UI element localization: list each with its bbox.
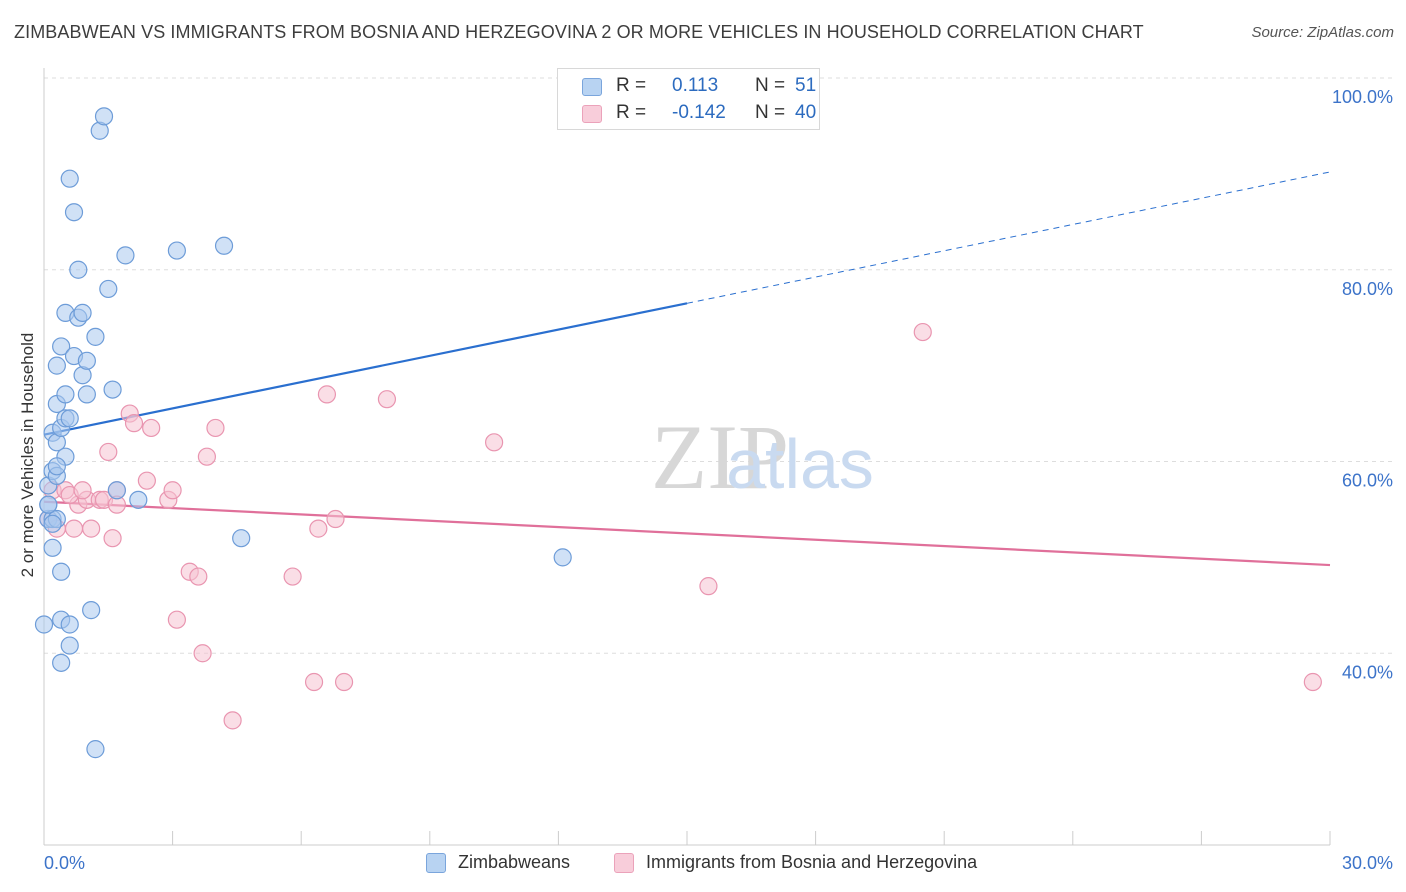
point-zimbabweans [52,653,71,672]
y-tick-label: 100.0% [1332,87,1393,107]
point-bosnia [167,610,186,629]
point-bosnia [377,390,397,409]
point-zimbabweans [60,615,79,634]
point-zimbabweans [129,490,148,509]
label-layer: 40.0% 60.0% 80.0% 100.0% 0.0% 30.0% [44,87,1393,873]
point-zimbabweans [73,303,92,322]
n-label: N = [755,75,786,96]
point-bosnia [913,322,932,342]
point-bosnia [699,577,718,596]
point-zimbabweans [82,601,101,620]
n-value: 40 [795,102,817,123]
n-label: N = [755,102,786,123]
n-value: 51 [795,75,817,96]
trend-layer [43,171,1331,567]
point-bosnia [163,481,182,500]
point-bosnia [1303,672,1322,692]
point-zimbabweans [553,548,572,567]
point-zimbabweans [52,562,71,581]
point-zimbabweans [77,351,96,370]
r-value: -0.142 [672,102,726,123]
axis-layer [43,68,1331,846]
y-tick-label: 60.0% [1342,471,1393,491]
point-bosnia [103,529,122,548]
point-bosnia [317,385,337,404]
correlation-legend: R = 0.113 N = 51 R = -0.142 N = 40 [557,68,820,130]
point-zimbabweans [232,529,251,548]
point-zimbabweans [69,260,88,279]
point-zimbabweans [60,169,79,188]
point-layer [34,107,1322,759]
watermark: ZIP [651,406,789,508]
point-bosnia [304,672,324,692]
legend-swatch-pink [614,853,634,873]
point-bosnia [206,418,225,438]
point-zimbabweans [94,107,114,126]
point-bosnia [223,711,242,730]
point-bosnia [64,519,84,538]
point-bosnia [124,414,144,433]
legend-swatch-blue [426,853,446,873]
point-bosnia [137,471,156,490]
point-zimbabweans [86,740,105,759]
y-tick-label: 40.0% [1342,662,1393,682]
point-bosnia [485,433,504,452]
point-zimbabweans [34,615,54,634]
point-zimbabweans [39,495,58,514]
point-zimbabweans [103,380,122,399]
point-bosnia [73,481,92,500]
point-zimbabweans [56,385,75,404]
legend-label: Zimbabweans [458,852,571,872]
y-tick-label: 80.0% [1342,279,1393,299]
point-bosnia [334,672,354,692]
point-bosnia [283,567,302,586]
grid-layer [44,77,1393,654]
point-bosnia [189,567,208,586]
point-zimbabweans [52,337,71,356]
point-bosnia [193,644,212,663]
point-bosnia [326,509,345,529]
watermark-atlas: atlas [726,425,874,503]
legend-label: Immigrants from Bosnia and Herzegovina [646,852,978,872]
legend-swatch-blue [582,78,602,96]
point-zimbabweans [43,538,62,557]
point-zimbabweans [43,514,62,533]
point-zimbabweans [86,327,105,346]
trend-line-bosnia [43,500,1331,567]
point-zimbabweans [107,481,126,500]
point-bosnia [309,519,328,538]
r-label: R = [616,75,647,96]
x-tick-label: 0.0% [44,853,85,873]
trend-line-zimbabweans [43,302,688,436]
x-tick-label: 30.0% [1342,853,1393,873]
point-zimbabweans [60,636,79,655]
point-bosnia [82,519,101,538]
point-zimbabweans [99,279,118,299]
point-zimbabweans [116,246,135,265]
chart-title: ZIMBABWEAN VS IMMIGRANTS FROM BOSNIA AND… [14,22,1144,42]
source-label: Source: ZipAtlas.com [1251,24,1394,41]
r-label: R = [616,102,647,123]
point-bosnia [142,418,161,438]
point-bosnia [99,442,118,462]
trend-line-zimbabweans-extension [686,171,1331,304]
point-zimbabweans [77,385,96,404]
point-zimbabweans [47,356,66,375]
point-zimbabweans [64,203,84,222]
point-zimbabweans [60,409,79,428]
point-zimbabweans [167,241,186,260]
point-zimbabweans [214,236,234,255]
r-value: 0.113 [672,75,719,96]
point-zimbabweans [47,457,66,476]
legend-swatch-pink [582,105,602,123]
point-bosnia [197,447,216,466]
